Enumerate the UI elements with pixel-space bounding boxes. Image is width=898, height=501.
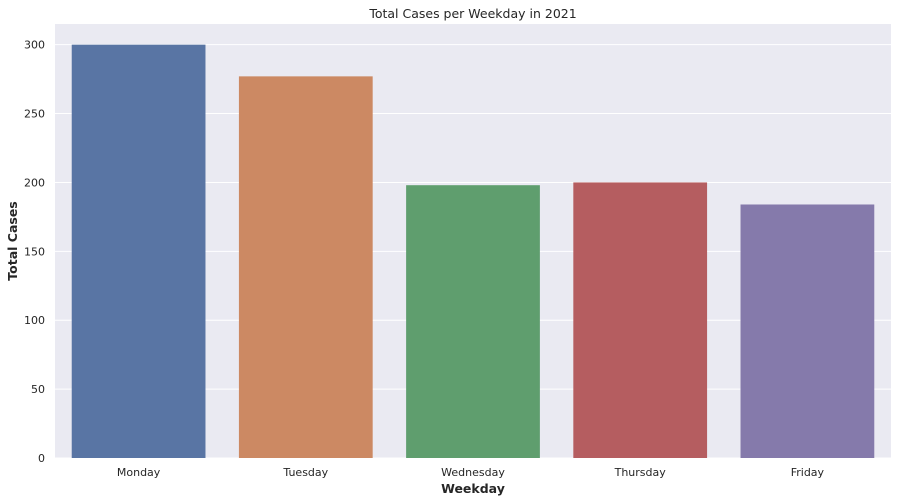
x-tick-label-friday: Friday (791, 466, 825, 479)
bar-tuesday (238, 76, 373, 458)
y-tick-label: 200 (24, 176, 45, 189)
x-axis-label: Weekday (441, 481, 505, 496)
y-tick-labels: 0 50 100 150 200 250 300 (24, 39, 45, 465)
y-tick-label: 150 (24, 245, 45, 258)
x-tick-label-monday: Monday (117, 466, 161, 479)
y-tick-label: 300 (24, 39, 45, 52)
x-tick-label-thursday: Thursday (614, 466, 667, 479)
x-tick-label-tuesday: Tuesday (282, 466, 328, 479)
bar-wednesday (406, 185, 540, 458)
x-tick-labels: Monday Tuesday Wednesday Thursday Friday (117, 466, 825, 479)
y-tick-label: 50 (31, 383, 45, 396)
y-tick-label: 250 (24, 108, 45, 121)
bar-friday (740, 204, 875, 458)
bar-monday (71, 44, 206, 459)
y-tick-label: 0 (38, 452, 45, 465)
chart-title: Total Cases per Weekday in 2021 (368, 6, 576, 21)
bars (71, 44, 875, 459)
bar-thursday (573, 182, 708, 458)
y-tick-label: 100 (24, 314, 45, 327)
x-tick-label-wednesday: Wednesday (441, 466, 505, 479)
y-axis-label: Total Cases (5, 201, 20, 280)
